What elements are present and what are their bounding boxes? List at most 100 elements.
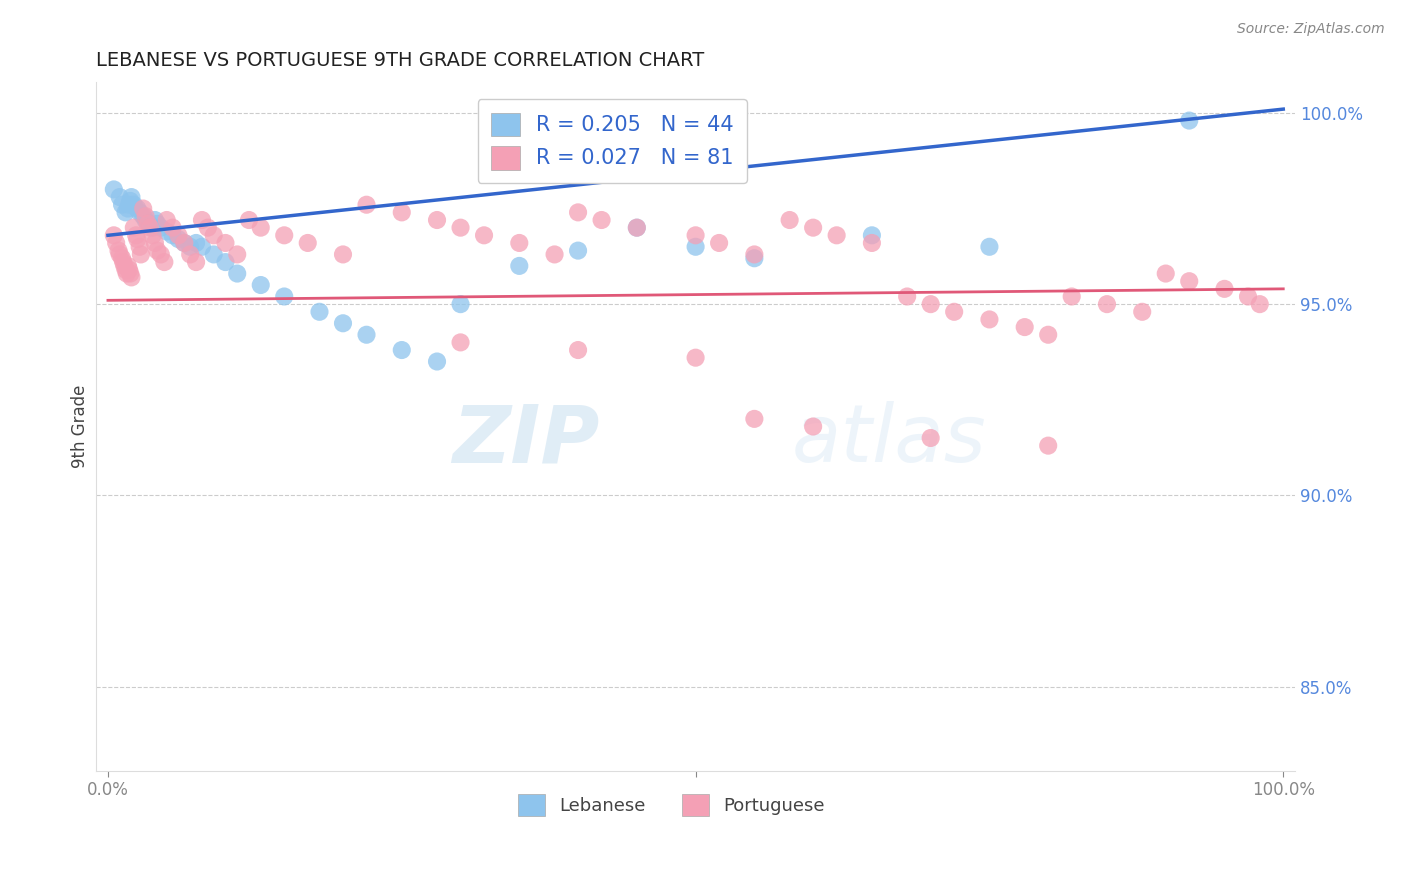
Point [508,235,530,250]
Point [979,240,1001,254]
Point [191,240,214,254]
Point [162,220,184,235]
Point [120,190,142,204]
Point [626,220,648,235]
Point [179,247,201,261]
Point [779,213,801,227]
Point [138,217,160,231]
Point [685,228,707,243]
Point [943,305,966,319]
Point [450,297,472,311]
Point [744,252,766,266]
Point [127,232,149,246]
Point [142,228,165,243]
Point [273,228,295,243]
Point [117,202,139,216]
Point [184,235,207,250]
Point [450,335,472,350]
Point [214,255,236,269]
Point [332,316,354,330]
Text: atlas: atlas [792,401,986,479]
Point [142,220,165,235]
Point [1038,327,1060,342]
Point [162,228,184,243]
Point [118,262,141,277]
Point [744,412,766,426]
Legend: Lebanese, Portuguese: Lebanese, Portuguese [510,787,832,823]
Point [146,244,169,258]
Point [508,259,530,273]
Point [308,305,330,319]
Point [173,235,195,250]
Point [426,213,449,227]
Point [567,205,589,219]
Point [114,262,136,277]
Point [249,278,271,293]
Point [332,247,354,261]
Point [1014,320,1036,334]
Point [112,255,135,269]
Point [173,235,195,250]
Point [202,228,225,243]
Point [567,244,589,258]
Point [156,225,179,239]
Point [744,247,766,261]
Point [143,235,166,250]
Point [122,198,145,212]
Point [860,228,883,243]
Point [1060,289,1083,303]
Point [450,220,472,235]
Point [143,213,166,227]
Point [1038,439,1060,453]
Point [801,220,824,235]
Point [472,228,495,243]
Point [273,289,295,303]
Point [543,247,565,261]
Point [1178,274,1201,288]
Point [129,247,152,261]
Point [356,198,378,212]
Point [685,351,707,365]
Point [1249,297,1271,311]
Point [191,213,214,227]
Point [132,202,155,216]
Point [1213,282,1236,296]
Point [103,182,125,196]
Point [107,244,129,258]
Point [153,255,176,269]
Point [108,190,131,204]
Point [626,220,648,235]
Point [1130,305,1153,319]
Point [184,255,207,269]
Point [149,220,172,235]
Point [128,205,150,219]
Point [117,259,139,273]
Point [128,240,150,254]
Point [197,220,219,235]
Point [920,297,942,311]
Point [111,252,134,266]
Point [179,240,201,254]
Point [391,343,413,357]
Point [226,267,249,281]
Point [139,220,162,235]
Point [860,235,883,250]
Point [146,217,169,231]
Point [120,270,142,285]
Point [111,198,134,212]
Y-axis label: 9th Grade: 9th Grade [72,384,89,468]
Point [920,431,942,445]
Point [801,419,824,434]
Point [238,213,260,227]
Point [391,205,413,219]
Text: Source: ZipAtlas.com: Source: ZipAtlas.com [1237,22,1385,37]
Point [896,289,918,303]
Point [356,327,378,342]
Point [202,247,225,261]
Point [825,228,848,243]
Point [1154,267,1177,281]
Point [1178,113,1201,128]
Point [108,247,131,261]
Point [297,235,319,250]
Point [979,312,1001,326]
